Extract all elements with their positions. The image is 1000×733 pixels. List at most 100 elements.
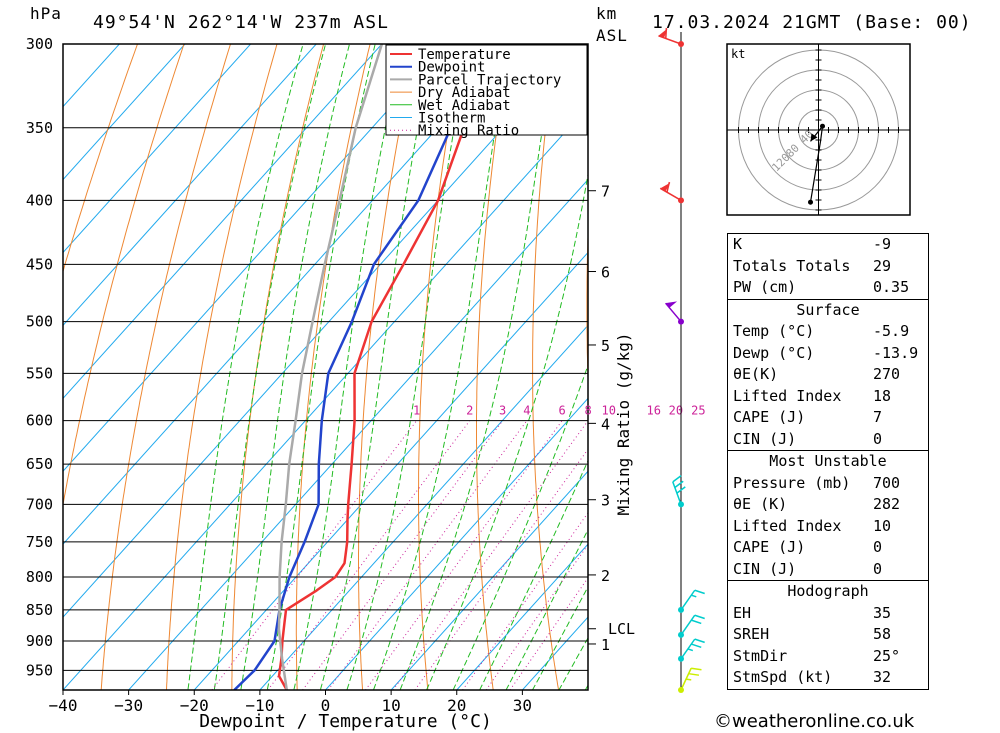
- plot-frame: [62, 43, 589, 691]
- temperature-tick-label: 10: [381, 696, 400, 715]
- legend-entry: Wet Adiabat: [418, 98, 511, 114]
- wind-barb-pennant: [660, 182, 671, 192]
- pressure-tick-label: 650: [26, 455, 53, 473]
- pressure-tick-label: 400: [26, 191, 53, 209]
- wind-barb-shaft: [680, 589, 696, 611]
- wind-barb-flag: [691, 619, 702, 625]
- temperature-tick-label: −30: [114, 696, 143, 715]
- wind-barb-flag: [694, 638, 705, 644]
- hodo-row-stmdir: StmDir 25°: [733, 646, 901, 665]
- index-row-totals: Totals Totals 29: [733, 256, 892, 275]
- km-tick-label: 6: [601, 264, 610, 282]
- most-unstable-section-title: Most Unstable: [728, 450, 928, 473]
- hodo-row-stmspd: StmSpd (kt) 32: [733, 668, 892, 686]
- temperature-tick-label: −40: [49, 696, 78, 715]
- pressure-unit-label: hPa: [30, 4, 62, 23]
- dry-adiabat-line: [358, 44, 418, 690]
- hodograph-unit-label: kt: [731, 47, 745, 61]
- index-row-k: K -9: [733, 235, 892, 253]
- temperature-line: [277, 44, 495, 690]
- wet-adiabat-line: [452, 363, 588, 690]
- wind-barb-shaft: [680, 667, 692, 691]
- surface-section-title: Surface: [728, 298, 928, 322]
- km-tick-label: 4: [601, 415, 610, 433]
- isotherm-line: [63, 44, 252, 254]
- km-tick-label: 3: [601, 492, 610, 510]
- surface-row-dewp: Dewp (°C) -13.9: [733, 343, 919, 362]
- wet-adiabat-line: [346, 44, 470, 690]
- mixing-ratio-line: [392, 420, 588, 690]
- dry-adiabat-line: [63, 44, 185, 508]
- wet-adiabat-line: [531, 585, 588, 690]
- mu-row-pressure: Pressure (mb) 700: [733, 473, 901, 492]
- pressure-tick-label: 800: [26, 568, 53, 586]
- isotherm-line: [63, 44, 383, 400]
- dry-adiabat-line: [166, 44, 278, 690]
- legend-entry: Parcel Trajectory: [418, 72, 561, 88]
- wind-barb-flag: [691, 643, 702, 649]
- temperature-tick-label: −20: [180, 696, 209, 715]
- dry-adiabat-line: [975, 44, 1000, 690]
- pressure-tick-label: 700: [26, 495, 53, 513]
- pressure-tick-label: 950: [26, 661, 53, 679]
- wind-barb-flag: [694, 614, 705, 620]
- mixing-ratio-label: 2: [466, 404, 473, 418]
- mixing-ratio-line: [509, 576, 588, 690]
- dry-adiabat-line: [231, 44, 325, 690]
- mu-row-thetae: θE (K) 282: [733, 495, 901, 513]
- mixing-ratio-label: 20: [669, 404, 683, 418]
- temperature-tick-label: 20: [447, 696, 466, 715]
- pressure-tick-label: 600: [26, 412, 53, 430]
- mu-row-cin: CIN (J) 0: [733, 559, 883, 578]
- wind-barb-half-flag: [685, 678, 692, 681]
- surface-row-cin: CIN (J) 0: [733, 429, 883, 448]
- km-tick-label: 5: [601, 337, 610, 355]
- wet-adiabat-line: [426, 171, 588, 690]
- temperature-tick-label: −10: [245, 696, 274, 715]
- pressure-tick-label: 850: [26, 601, 53, 619]
- mixing-ratio-label: 8: [584, 404, 591, 418]
- wet-adiabat-line: [399, 44, 557, 690]
- mixing-ratio-line: [485, 543, 588, 690]
- mixing-ratio-label: 4: [523, 404, 530, 418]
- y-axis-label-mixing-ratio: Mixing Ratio (g/kg): [614, 332, 633, 515]
- legend-entry: Temperature: [418, 47, 511, 63]
- wind-barb-flag: [691, 667, 702, 671]
- isotherm-line: [63, 44, 186, 181]
- wind-barb-flag: [666, 181, 671, 193]
- mixing-ratio-label: 25: [691, 404, 705, 418]
- dry-adiabat-line: [476, 44, 511, 690]
- dry-adiabat-line: [532, 44, 560, 690]
- location-title: 49°54'N 262°14'W 237m ASL: [93, 12, 389, 33]
- mixing-ratio-label: 16: [647, 404, 661, 418]
- dry-adiabat-line: [640, 44, 690, 690]
- legend-entry: Isotherm: [418, 111, 485, 127]
- legend-box: [385, 44, 588, 136]
- hodograph-section-title: Hodograph: [728, 580, 928, 603]
- asl-unit-label: ASL: [596, 26, 628, 45]
- wet-adiabat-line: [293, 44, 404, 690]
- wind-barb-shaft: [680, 614, 696, 636]
- wet-adiabat-line: [372, 44, 511, 690]
- mixing-ratio-label: 6: [559, 404, 566, 418]
- pressure-tick-label: 450: [26, 255, 53, 273]
- km-tick-label: 7: [601, 183, 610, 201]
- credit-link[interactable]: ©weatheronline.co.uk: [714, 711, 915, 732]
- hodo-row-sreh: SREH 58: [733, 625, 892, 643]
- isotherm-line: [63, 105, 588, 690]
- wind-barb-flag: [665, 27, 668, 39]
- surface-row-li: Lifted Index 18: [733, 386, 892, 405]
- wind-barb-flag: [694, 589, 705, 595]
- mixing-ratio-label: 10: [602, 404, 616, 418]
- wind-barb-shaft: [659, 187, 682, 201]
- mixing-ratio-line: [365, 420, 563, 690]
- isotherm-line: [127, 178, 588, 690]
- hodograph-trace: [809, 126, 824, 203]
- wind-barb-pennant: [665, 301, 678, 308]
- parcel-trajectory-line: [277, 44, 384, 690]
- isotherm-line: [63, 44, 121, 108]
- wet-adiabat-line: [240, 44, 351, 690]
- km-tick-label: 2: [601, 567, 610, 585]
- wet-adiabat-line: [213, 44, 327, 690]
